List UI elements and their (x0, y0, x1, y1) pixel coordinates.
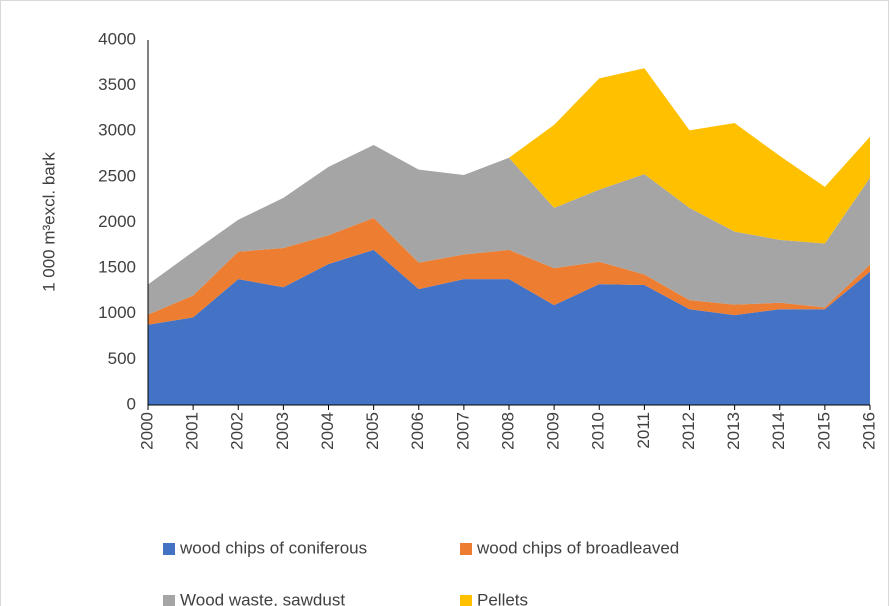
y-tick-label: 3500 (98, 75, 136, 94)
x-tick-label: 2006 (408, 412, 427, 450)
legend-swatch (163, 595, 175, 606)
x-tick-label: 2003 (273, 412, 292, 450)
x-tick-label: 2007 (453, 412, 472, 450)
x-tick-label: 2012 (679, 412, 698, 450)
x-tick-label: 2008 (498, 412, 517, 450)
legend-swatch (460, 543, 472, 555)
area (148, 217, 870, 325)
x-tick-label: 2004 (318, 412, 337, 450)
x-tick-label: 2005 (363, 412, 382, 450)
y-tick-label: 1000 (98, 303, 136, 322)
legend-label: wood chips of coniferous (179, 538, 367, 557)
x-tick-label: 2016 (859, 412, 878, 450)
y-tick-label: 2500 (98, 166, 136, 185)
x-tick-label: 2013 (724, 412, 743, 450)
x-tick-label: 2015 (814, 412, 833, 450)
legend-swatch (460, 595, 472, 606)
y-tick-label: 500 (108, 349, 136, 368)
x-tick-label: 2009 (544, 412, 563, 450)
x-tick-label: 2002 (228, 412, 247, 450)
legend-label: Pellets (477, 590, 528, 606)
legend-label: Wood waste, sawdust (180, 590, 345, 606)
y-tick-label: 1500 (98, 258, 136, 277)
area (148, 249, 870, 405)
y-tick-label: 3000 (98, 121, 136, 140)
x-tick-label: 2011 (634, 412, 653, 449)
x-tick-label: 2000 (137, 412, 156, 450)
y-tick-label: 2000 (98, 212, 136, 231)
area (509, 68, 870, 244)
y-axis-label: 1 000 m³excl. bark (39, 152, 58, 292)
x-tick-label: 2014 (769, 412, 788, 450)
x-tick-label: 2001 (183, 412, 202, 450)
area (148, 144, 870, 315)
x-tick-label: 2010 (589, 412, 608, 450)
y-tick-label: 4000 (98, 29, 136, 48)
y-tick-label: 0 (127, 394, 136, 413)
legend-label: wood chips of broadleaved (476, 538, 679, 557)
legend-swatch (163, 543, 175, 555)
